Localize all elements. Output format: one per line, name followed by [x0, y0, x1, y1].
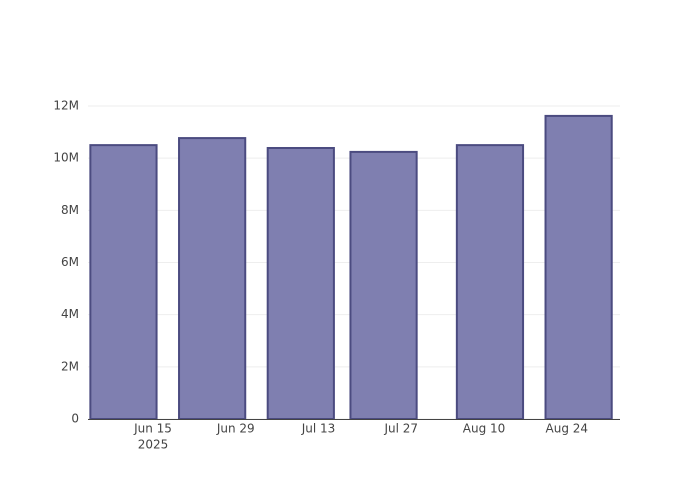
bar [455, 144, 525, 420]
y-tick-label: 10M [53, 151, 79, 165]
x-tick-label: Aug 24 [546, 422, 589, 436]
y-tick-label: 12M [53, 99, 79, 113]
y-tick-label: 8M [61, 203, 79, 217]
x-tick-label: Jun 29 [216, 422, 255, 436]
bar [89, 144, 158, 420]
y-tick-label: 0 [71, 412, 79, 426]
bar [349, 150, 418, 420]
bar [544, 114, 613, 421]
x-tick-label: Jul 13 [301, 422, 336, 436]
x-tick-year: 2025 [138, 438, 169, 452]
x-tick-label: Aug 10 [463, 422, 506, 436]
y-tick-label: 2M [61, 359, 79, 373]
bar [178, 137, 247, 421]
y-tick-label: 4M [61, 307, 79, 321]
x-tick-label: Jul 27 [384, 422, 419, 436]
y-tick-label: 6M [61, 255, 79, 269]
x-tick-label: Jun 15 [133, 422, 172, 436]
bar [266, 146, 335, 420]
